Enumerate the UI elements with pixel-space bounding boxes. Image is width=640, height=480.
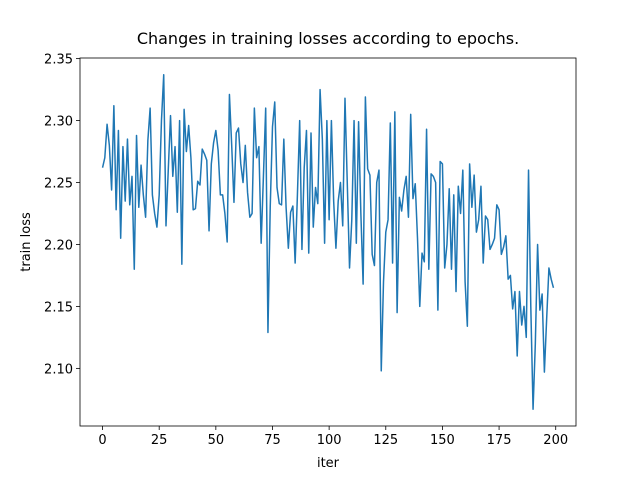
y-axis-label: train loss (19, 212, 34, 272)
y-tick-label: 2.20 (44, 238, 73, 253)
x-tick-label: 100 (317, 433, 342, 448)
y-tick-label: 2.15 (44, 300, 73, 315)
data-line (101, 73, 555, 411)
x-tick-label: 25 (151, 433, 168, 448)
x-axis-label: iter (317, 456, 340, 471)
x-tick-label: 150 (430, 433, 455, 448)
plot-frame (79, 57, 577, 427)
x-tick-label: 175 (487, 433, 512, 448)
y-tick-label: 2.10 (44, 362, 73, 377)
y-tick-label: 2.30 (44, 115, 73, 130)
x-tick-label: 125 (373, 433, 398, 448)
y-tick-label: 2.25 (44, 177, 73, 192)
x-tick-label: 200 (543, 433, 568, 448)
x-tick-label: 50 (208, 433, 225, 448)
y-tick-label: 2.35 (44, 53, 73, 68)
chart-title: Changes in training losses according to … (137, 29, 519, 48)
x-tick-label: 75 (264, 433, 281, 448)
x-tick-label: 0 (98, 433, 106, 448)
